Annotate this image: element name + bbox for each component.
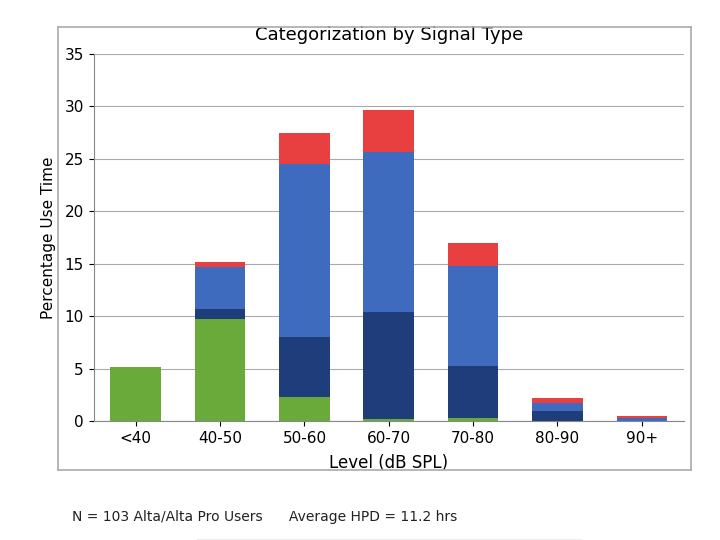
Bar bbox=[195, 267, 246, 309]
Bar bbox=[616, 416, 667, 418]
X-axis label: Level (dB SPL): Level (dB SPL) bbox=[329, 454, 449, 472]
Bar bbox=[448, 418, 498, 421]
Bar bbox=[279, 338, 330, 397]
Text: N = 103 Alta/Alta Pro Users      Average HPD = 11.2 hrs: N = 103 Alta/Alta Pro Users Average HPD … bbox=[72, 510, 457, 524]
Bar bbox=[195, 309, 246, 320]
Bar bbox=[279, 164, 330, 338]
Bar bbox=[532, 411, 582, 421]
Bar bbox=[195, 320, 246, 421]
Bar bbox=[364, 110, 414, 152]
Bar bbox=[110, 367, 161, 421]
Y-axis label: Percentage Use Time: Percentage Use Time bbox=[41, 157, 56, 319]
Bar bbox=[279, 133, 330, 164]
Bar bbox=[532, 398, 582, 403]
Title: Categorization by Signal Type: Categorization by Signal Type bbox=[255, 26, 523, 44]
Bar bbox=[364, 419, 414, 421]
Bar bbox=[364, 312, 414, 419]
Bar bbox=[364, 152, 414, 312]
Bar bbox=[448, 366, 498, 418]
Bar bbox=[279, 397, 330, 421]
Bar bbox=[195, 262, 246, 267]
Bar bbox=[532, 403, 582, 411]
Bar bbox=[448, 243, 498, 266]
Bar bbox=[448, 266, 498, 366]
Bar bbox=[616, 418, 667, 421]
